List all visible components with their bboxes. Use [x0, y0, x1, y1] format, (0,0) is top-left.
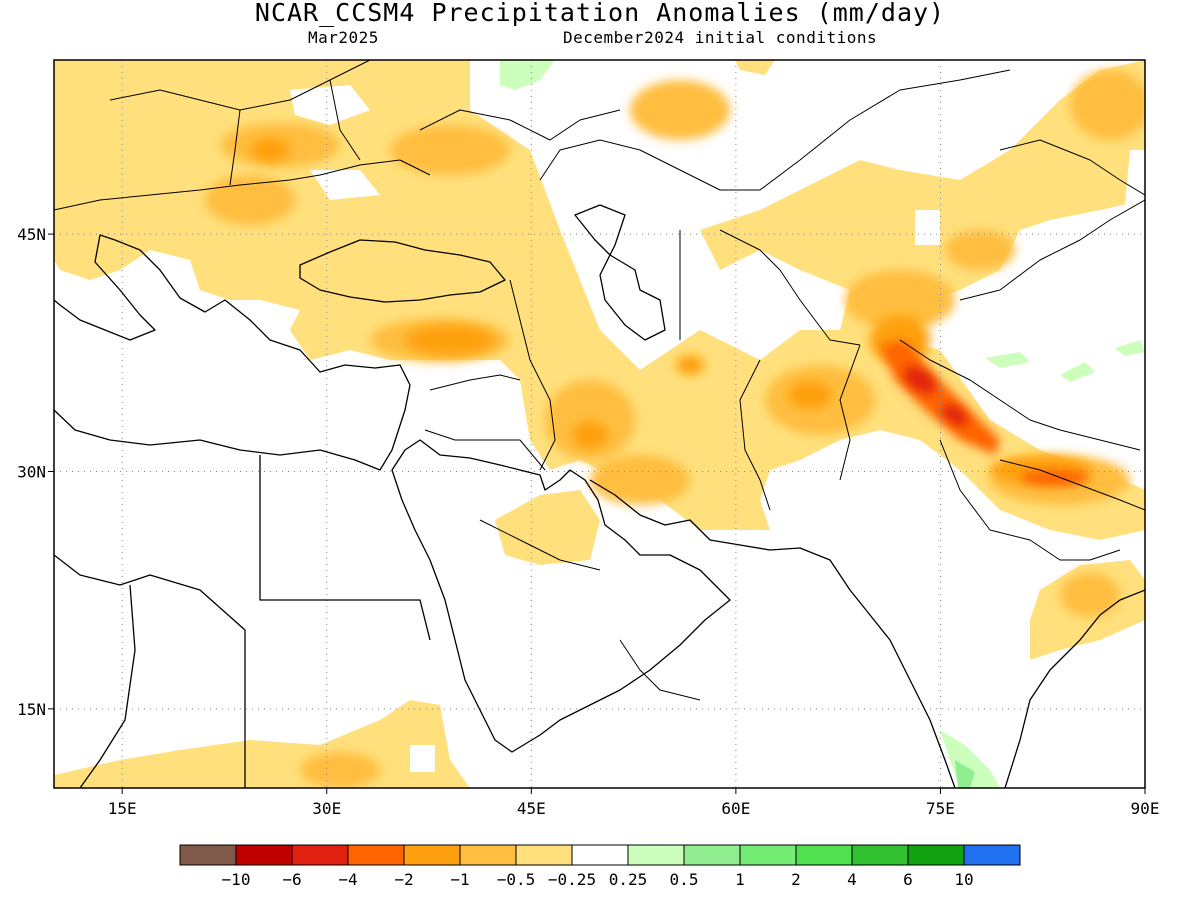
colorbar-swatch	[851, 844, 909, 866]
colorbar-label: −4	[338, 870, 357, 889]
colorbar-swatch	[291, 844, 349, 866]
y-tick-label: 30N	[17, 462, 46, 481]
colorbar-label: 10	[954, 870, 973, 889]
y-tick-label: 15N	[17, 700, 46, 719]
colorbar-swatch	[739, 844, 797, 866]
anomaly-yellow-orange	[205, 70, 1145, 788]
colorbar-swatch	[179, 844, 237, 866]
x-tick-label: 60E	[721, 799, 750, 818]
colorbar-label: 0.5	[670, 870, 699, 889]
neutral-areas	[290, 85, 1145, 772]
colorbar-swatch	[627, 844, 685, 866]
anomaly-field	[54, 60, 1145, 788]
colorbar-label: −6	[282, 870, 301, 889]
initial-conditions: December2024 initial conditions	[563, 28, 878, 47]
x-axis: 15E 30E 45E 60E 75E 90E	[108, 788, 1160, 818]
x-tick-label: 30E	[312, 799, 341, 818]
colorbar-swatch	[571, 844, 629, 866]
colorbar-label: −0.25	[548, 870, 596, 889]
x-tick-label: 45E	[517, 799, 546, 818]
colorbar-label: 1	[735, 870, 745, 889]
colorbar-swatch	[907, 844, 965, 866]
forecast-month: Mar2025	[308, 28, 379, 47]
colorbar-swatch	[347, 844, 405, 866]
map-title: NCAR_CCSM4 Precipitation Anomalies (mm/d…	[254, 0, 946, 27]
colorbar-label: 6	[903, 870, 913, 889]
anomaly-light-green	[500, 60, 1145, 788]
colorbar-swatch	[459, 844, 517, 866]
coastlines	[53, 204, 1146, 789]
x-tick-label: 90E	[1131, 799, 1160, 818]
colorbar-swatch	[683, 844, 741, 866]
anomaly-red	[904, 366, 968, 426]
colorbar-swatch	[403, 844, 461, 866]
colorbar-swatch	[235, 844, 293, 866]
anomaly-green	[955, 760, 975, 788]
x-tick-label: 75E	[926, 799, 955, 818]
colorbar-label: 0.25	[609, 870, 648, 889]
colorbar-swatch	[515, 844, 573, 866]
colorbar-label: 2	[791, 870, 801, 889]
x-tick-label: 15E	[108, 799, 137, 818]
colorbar-swatch	[963, 844, 1021, 866]
map-grid	[54, 60, 1145, 788]
y-tick-label: 45N	[17, 225, 46, 244]
colorbar: −10 −6 −4 −2 −1 −0.5 −0.25 0.25 0.5 1 2 4 6 10	[179, 844, 1021, 889]
colorbar-label: −1	[450, 870, 469, 889]
colorbar-label: −10	[222, 870, 251, 889]
colorbar-label: −2	[394, 870, 413, 889]
colorbar-swatch	[795, 844, 853, 866]
map-frame	[53, 59, 1146, 789]
colorbar-label: −0.5	[497, 870, 536, 889]
country-borders	[53, 59, 1146, 701]
colorbar-label: 4	[847, 870, 857, 889]
y-axis: 15N 30N 45N	[17, 225, 54, 719]
